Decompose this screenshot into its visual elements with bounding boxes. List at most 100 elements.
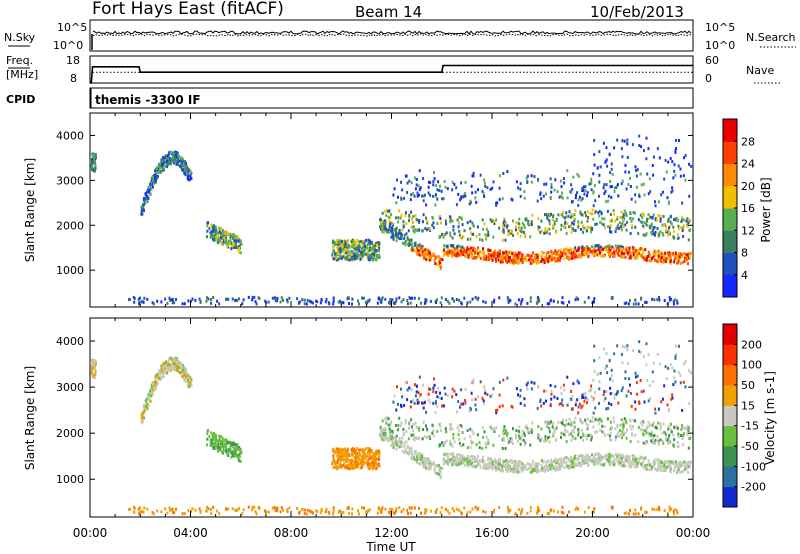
power-echo [358,302,360,306]
power-echo [439,217,442,221]
power-echo [227,239,230,243]
velocity-echo [151,511,154,515]
velocity-echo [435,472,438,475]
velocity-echo [451,459,454,463]
velocity-echo [428,464,431,468]
power-echo [589,182,592,186]
power-echo [590,188,593,192]
power-echo [677,164,680,168]
power-echo [481,218,484,222]
power-echo [515,228,517,232]
power-echo [520,300,523,303]
velocity-echo [578,463,580,467]
power-echo [657,200,660,204]
power-echo [529,257,532,261]
power-echo [475,235,478,238]
velocity-echo [635,512,638,516]
velocity-echo [605,456,608,459]
velocity-echo [143,416,146,420]
velocity-echo [418,462,421,465]
power-echo [401,241,404,245]
power-echo [506,255,509,259]
velocity-echo [650,430,653,434]
power-echo [178,155,181,159]
power-echo [382,220,384,224]
power-echo [621,155,624,159]
power-echo [507,256,510,260]
power-echo [657,249,660,253]
power-echo [379,222,382,226]
velocity-echo [571,435,574,438]
power-echo [422,220,424,224]
power-echo [371,255,374,258]
power-echo [562,211,564,214]
velocity-echo [173,511,176,515]
velocity-echo [682,443,685,447]
power-echo [444,185,447,189]
power-echo [556,259,559,263]
power-echo [422,199,425,203]
velocity-echo [689,436,692,440]
power-echo [657,231,660,235]
power-echo [514,260,517,264]
power-echo [596,249,598,253]
velocity-echo [532,460,535,463]
power-echo [435,263,438,266]
power-echo [354,257,357,261]
power-echo [138,302,141,306]
power-echo [545,251,548,255]
velocity-echo [501,447,504,450]
velocity-echo [679,470,682,474]
power-echo [469,300,472,304]
power-echo [614,219,617,223]
velocity-echo [379,510,382,514]
power-echo [412,249,415,253]
velocity-echo [150,394,153,398]
power-echo [668,231,671,234]
power-echo [503,219,506,223]
power-echo [526,253,529,257]
velocity-echo [620,453,623,457]
velocity-echo [183,368,186,372]
velocity-echo [137,507,140,511]
velocity-echo [502,460,505,464]
power-echo [360,250,362,254]
power-echo [673,260,676,264]
velocity-echo [677,468,680,472]
velocity-echo [663,462,666,466]
power-echo [521,260,524,264]
power-echo [581,186,584,190]
power-echo [409,198,412,202]
velocity-echo [577,507,580,511]
velocity-echo [188,384,191,388]
power-echo [463,229,466,233]
velocity-echo [566,457,569,461]
velocity-echo [337,466,340,470]
velocity-echo [233,450,236,454]
velocity-echo [505,433,508,437]
power-echo [472,224,475,228]
velocity-echo [214,446,217,450]
power-echo [177,154,180,157]
power-echo [627,183,630,186]
velocity-echo [525,468,528,472]
power-echo [485,235,488,239]
velocity-echo [335,467,338,471]
power-echo [475,200,478,204]
power-echo [427,227,430,230]
velocity-echo [129,507,131,511]
power-echo [404,174,407,178]
power-echo [366,246,368,250]
power-echo [530,222,533,226]
velocity-echo [565,456,568,460]
power-echo [453,253,456,257]
velocity-echo [402,507,405,511]
power-echo [625,213,628,217]
power-echo [557,249,560,253]
power-echo [486,254,489,258]
power-echo [231,244,234,247]
velocity-echo [371,463,374,467]
velocity-echo [176,366,178,370]
velocity-echo [379,430,382,434]
velocity-echo [166,365,168,369]
